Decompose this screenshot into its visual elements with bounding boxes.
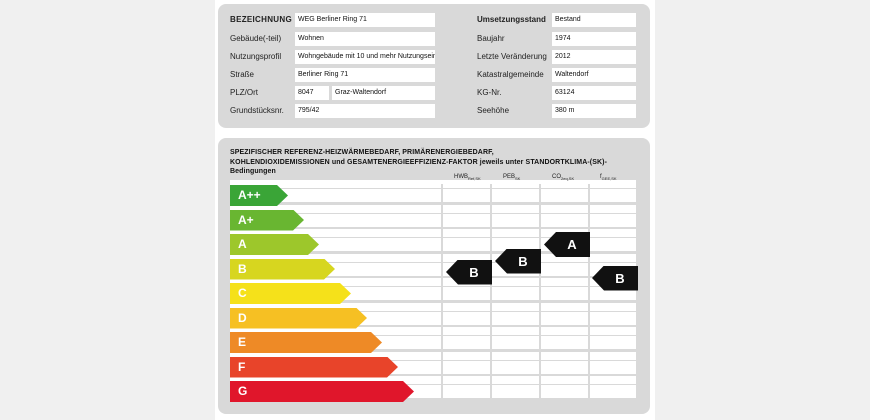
rating-row-band xyxy=(230,213,636,227)
ort-value: Graz-Waltendorf xyxy=(332,86,435,100)
rating-heading-line2: KOHLENDIOXIDEMISSIONEN und GESAMTENERGIE… xyxy=(230,158,608,176)
column-separator xyxy=(441,184,443,408)
energy-class-arrow: F xyxy=(230,357,398,378)
grundstuecksnr-value: 795/42 xyxy=(295,104,435,118)
letzte-aenderung-label: Letzte Veränderung xyxy=(477,52,547,61)
nutzungsprofil-label: Nutzungsprofil xyxy=(230,52,282,61)
energy-class-arrow: C xyxy=(230,283,351,304)
column-header: PEBSK xyxy=(503,174,521,182)
rating-row-band xyxy=(230,204,636,213)
nutzungsprofil-value: Wohngebäude mit 10 und mehr Nutzungseinh… xyxy=(295,50,435,64)
rating-heading-line1: SPEZIFISCHER REFERENZ-HEIZWÄRMEBEDARF, P… xyxy=(230,149,494,156)
column-separator xyxy=(539,184,541,408)
gebaeude-label: Gebäude(-teil) xyxy=(230,34,282,43)
strasse-label: Straße xyxy=(230,70,255,79)
bezeichnung-label: BEZEICHNUNG xyxy=(230,15,292,24)
letzte-aenderung-value: 2012 xyxy=(552,50,636,64)
plz-value: 8047 xyxy=(295,86,329,100)
energy-class-arrow: A++ xyxy=(230,185,288,206)
seehoehe-label: Seehöhe xyxy=(477,106,510,115)
plz-ort-label: PLZ/Ort xyxy=(230,88,259,97)
energy-class-arrow: D xyxy=(230,308,367,329)
baujahr-value: 1974 xyxy=(552,32,636,46)
bezeichnung-value: WEG Berliner Ring 71 xyxy=(295,13,435,27)
gebaeude-value: Wohnen xyxy=(295,32,435,46)
baujahr-label: Baujahr xyxy=(477,34,505,43)
energy-class-arrow: E xyxy=(230,332,382,353)
energy-class-arrow: B xyxy=(230,259,335,280)
strasse-value: Berliner Ring 71 xyxy=(295,68,435,82)
rating-row-band xyxy=(230,376,636,384)
column-separator xyxy=(588,184,590,408)
column-header: CO2eq,SK xyxy=(552,174,575,182)
rating-row-band xyxy=(230,253,636,262)
rating-row-band xyxy=(230,189,636,202)
kg-nr-label: KG-Nr. xyxy=(477,88,502,97)
katastralgemeinde-value: Waltendorf xyxy=(552,68,636,82)
energy-class-arrow: A xyxy=(230,234,319,255)
rating-row-band xyxy=(230,302,636,311)
kg-nr-value: 63124 xyxy=(552,86,636,100)
seehoehe-value: 380 m xyxy=(552,104,636,118)
umsetzungsstand-label: Umsetzungsstand xyxy=(477,15,546,24)
umsetzungsstand-value: Bestand xyxy=(552,13,636,27)
energy-class-arrow: G xyxy=(230,381,414,402)
rating-row-band xyxy=(230,327,636,335)
energy-class-arrow: A+ xyxy=(230,210,304,231)
rating-row-band xyxy=(230,238,636,251)
rating-row-band xyxy=(230,180,636,188)
rating-row-band xyxy=(230,351,636,360)
grundstuecksnr-label: Grundstücksnr. xyxy=(230,106,284,115)
column-separator xyxy=(490,184,492,408)
rating-row-band xyxy=(230,278,636,286)
column-header: fGEE,SK xyxy=(600,174,617,182)
rating-heading: SPEZIFISCHER REFERENZ-HEIZWÄRMEBEDARF, P… xyxy=(230,148,640,177)
rating-row-band xyxy=(230,229,636,237)
column-header: HWBRef,SK xyxy=(454,174,481,182)
katastralgemeinde-label: Katastralgemeinde xyxy=(477,70,544,79)
